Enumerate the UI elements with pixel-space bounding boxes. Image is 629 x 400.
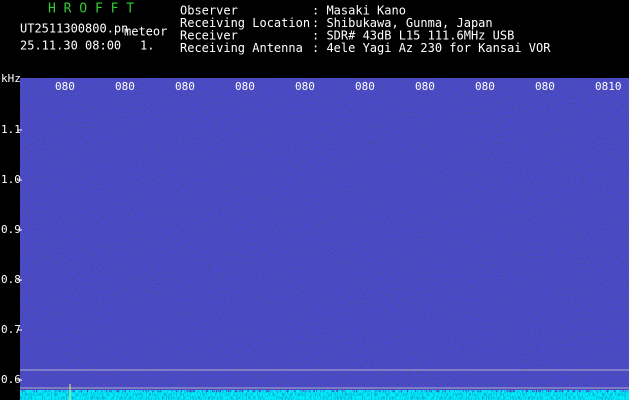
freq-label: 0.7 bbox=[1, 323, 21, 336]
unit-label: kHz bbox=[1, 72, 21, 85]
app-name: H R O F F T bbox=[48, 2, 134, 17]
time-label: 080 bbox=[295, 80, 315, 93]
time-label: 080 bbox=[475, 80, 495, 93]
freq-label: 0.6 bbox=[1, 373, 21, 386]
info-label: Receiver bbox=[180, 29, 238, 43]
info-label: Receiving Antenna bbox=[180, 41, 303, 55]
info-label: Observer bbox=[180, 4, 238, 18]
file-name: UT2511300800.pn bbox=[20, 22, 128, 36]
freq-label: 0.8 bbox=[1, 273, 21, 286]
datetime: 25.11.30 08:00 bbox=[20, 39, 121, 53]
info-value: : Shibukawa, Gunma, Japan bbox=[312, 16, 493, 30]
mode: meteor bbox=[124, 25, 167, 39]
time-label: 080 bbox=[235, 80, 255, 93]
time-label: 080 bbox=[355, 80, 375, 93]
spectrogram-noise bbox=[20, 78, 629, 400]
freq-axis-bg bbox=[0, 78, 20, 400]
freq-label: 1.1 bbox=[1, 123, 21, 136]
header-bg bbox=[0, 0, 629, 78]
info-value: : Masaki Kano bbox=[312, 4, 406, 18]
freq-label: 1.0 bbox=[1, 173, 21, 186]
time-label: 080 bbox=[415, 80, 435, 93]
info-value: : 4ele Yagi Az 230 for Kansai VOR bbox=[312, 41, 551, 55]
signal-noise bbox=[20, 390, 629, 400]
freq-label: 0.9 bbox=[1, 223, 21, 236]
info-label: Receiving Location bbox=[180, 16, 310, 30]
channel: 1. bbox=[140, 39, 154, 53]
axes: 080 080 080 080 080 080 080 080 080 0810 1.1 1.0 0.9… bbox=[1, 80, 622, 386]
info-value: : SDR# 43dB L15 111.6MHz USB bbox=[312, 29, 514, 43]
time-label: 0810 bbox=[595, 80, 622, 93]
time-label: 080 bbox=[535, 80, 555, 93]
time-label: 080 bbox=[55, 80, 75, 93]
time-label: 080 bbox=[175, 80, 195, 93]
time-label: 080 bbox=[115, 80, 135, 93]
